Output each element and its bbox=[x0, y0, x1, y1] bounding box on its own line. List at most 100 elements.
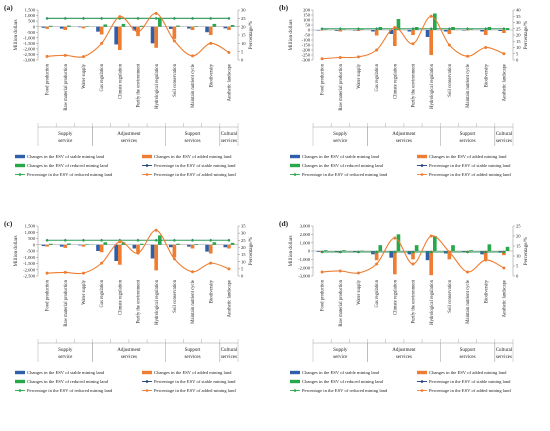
group-label: Cultural bbox=[496, 348, 513, 353]
bar bbox=[433, 13, 437, 30]
category-label: Raw material production bbox=[64, 279, 69, 326]
y2-tick-label: 10 bbox=[516, 45, 521, 50]
bar bbox=[389, 251, 393, 258]
category-label: Gas regulation bbox=[375, 63, 380, 91]
bar bbox=[99, 26, 104, 35]
y2-axis-title: Percentage/% bbox=[248, 20, 254, 49]
category-label: Climate regulation bbox=[118, 63, 123, 99]
legend-swatch bbox=[15, 370, 25, 375]
line-marker bbox=[100, 261, 104, 265]
category-label: Purify the environment bbox=[412, 63, 417, 107]
y-tick-label: -2,000 bbox=[23, 46, 36, 52]
bar bbox=[59, 26, 64, 29]
category-label: Food production bbox=[46, 63, 51, 95]
group-label: services bbox=[396, 355, 412, 360]
line-marker bbox=[411, 27, 415, 30]
line-marker bbox=[191, 238, 194, 242]
line-marker bbox=[357, 250, 360, 253]
y2-tick-label: 15 bbox=[516, 244, 521, 249]
y-tick-label: 500 bbox=[28, 236, 36, 241]
legend-swatch bbox=[15, 163, 25, 168]
line-marker bbox=[63, 270, 67, 274]
bar bbox=[396, 234, 401, 251]
line-marker bbox=[63, 238, 67, 242]
legend-label: Percentage in the ESV of added mining la… bbox=[154, 388, 236, 393]
percentage-line bbox=[322, 15, 505, 60]
line-marker bbox=[45, 16, 49, 20]
legend-label: Percentage in the ESV of added mining la… bbox=[154, 172, 236, 177]
group-label: Cultural bbox=[496, 132, 513, 137]
line-marker bbox=[136, 251, 140, 255]
legend-swatch-marker bbox=[420, 164, 424, 167]
y2-tick-label: 0 bbox=[241, 274, 244, 279]
y-tick-label: -2,500 bbox=[23, 52, 36, 58]
group-label: Adjustment bbox=[392, 348, 416, 353]
y-axis-title: Million dollars bbox=[288, 20, 294, 51]
bar bbox=[212, 242, 217, 245]
bar bbox=[227, 244, 231, 249]
y2-tick-label: 30 bbox=[241, 231, 246, 236]
bar bbox=[483, 30, 488, 35]
y2-tick-label: 30 bbox=[516, 20, 521, 25]
y2-tick-label: 0 bbox=[516, 58, 519, 63]
bar bbox=[411, 30, 415, 35]
legend-swatch-marker bbox=[18, 389, 22, 392]
legend-swatch bbox=[290, 154, 300, 159]
bar bbox=[469, 250, 473, 251]
bar bbox=[136, 244, 140, 254]
bar bbox=[81, 244, 86, 247]
bar bbox=[230, 242, 235, 245]
bar bbox=[45, 244, 49, 247]
line-marker bbox=[227, 16, 231, 20]
line-marker bbox=[502, 266, 506, 270]
bar bbox=[154, 244, 158, 271]
y-tick-label: -1,000 bbox=[298, 257, 311, 263]
legend-swatch-marker bbox=[293, 173, 297, 176]
legend-swatch-marker bbox=[420, 380, 424, 383]
bar bbox=[425, 30, 430, 37]
group-label: service bbox=[333, 139, 348, 144]
legend-label: Percentage in the ESV of stable mining l… bbox=[154, 163, 236, 168]
legend-swatch-marker bbox=[145, 380, 149, 383]
category-label: Food production bbox=[46, 279, 51, 311]
line-marker bbox=[209, 16, 213, 20]
category-label: Maintain nutrient cycle bbox=[191, 280, 196, 324]
category-label: Gas regulation bbox=[100, 63, 105, 91]
bar bbox=[356, 30, 361, 31]
legend-label: Percentage in the ESV of added mining la… bbox=[429, 388, 511, 393]
group-label: Supply bbox=[333, 132, 348, 137]
group-label: Support bbox=[185, 348, 201, 353]
y2-tick-label: 5 bbox=[516, 51, 519, 56]
group-label: Supply bbox=[58, 348, 73, 353]
y-axis-title: Million dollars bbox=[13, 20, 19, 51]
bar bbox=[208, 244, 213, 254]
line-marker bbox=[82, 16, 85, 20]
category-label: Climate regulation bbox=[393, 63, 398, 99]
category-label: Biodiversity bbox=[484, 279, 489, 303]
bar bbox=[85, 244, 89, 245]
category-label: Maintain nutrient cycle bbox=[466, 280, 471, 324]
legend-label: Percentage in the ESV of reduced mining … bbox=[27, 172, 113, 177]
line-marker bbox=[466, 27, 469, 30]
y-axis-title: Million dollars bbox=[288, 236, 294, 267]
legend-swatch-marker bbox=[420, 173, 424, 176]
bar bbox=[103, 242, 108, 245]
bar bbox=[230, 25, 235, 27]
bar bbox=[393, 30, 397, 46]
bar bbox=[480, 251, 484, 255]
bar bbox=[78, 26, 82, 28]
bar bbox=[451, 245, 455, 251]
line-marker bbox=[209, 261, 213, 265]
bar bbox=[212, 23, 217, 27]
bar bbox=[353, 30, 357, 31]
legend-swatch bbox=[290, 370, 300, 375]
legend-swatch bbox=[142, 154, 152, 159]
line-marker bbox=[375, 27, 379, 30]
line-marker bbox=[227, 51, 231, 54]
legend-label: Changes in the ESV of reduced mining lan… bbox=[27, 163, 109, 168]
bar bbox=[374, 30, 379, 36]
y2-tick-label: 20 bbox=[516, 33, 521, 38]
bar bbox=[334, 30, 339, 31]
bar bbox=[498, 30, 503, 31]
legend-label: Percentage in the ESV of stable mining l… bbox=[154, 379, 236, 384]
